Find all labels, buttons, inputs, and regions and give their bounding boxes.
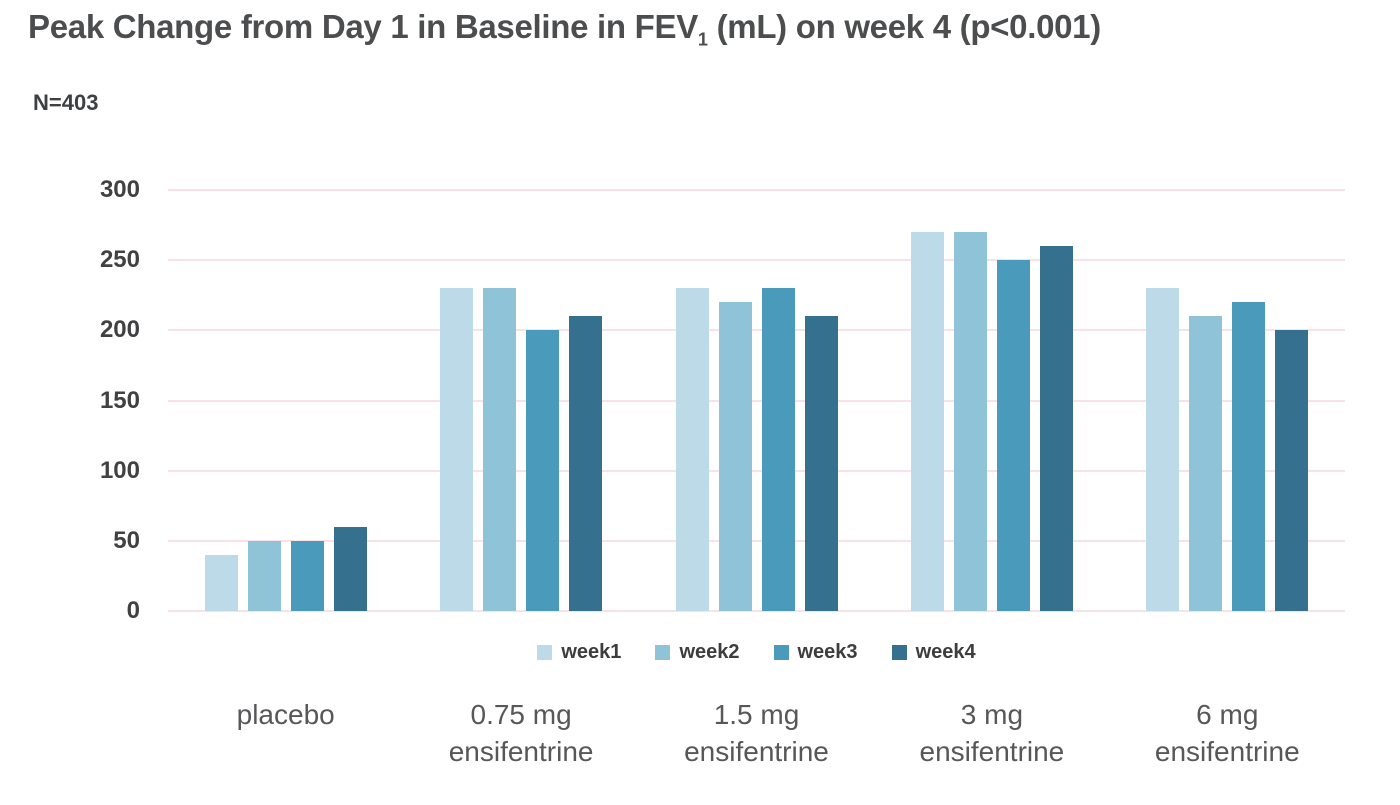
y-axis-tick-label: 300	[99, 176, 140, 203]
bar-3-mg-week3	[996, 260, 1030, 611]
bar-6-mg-week3	[1232, 302, 1266, 611]
legend-item-week3: week3	[773, 641, 858, 664]
x-axis-category-label: 3 mg ensifentrine	[919, 699, 1065, 767]
legend: week1 week2 week3 week4	[168, 641, 1345, 664]
legend-swatch-week1	[537, 645, 553, 660]
x-axis-category-label: placebo	[236, 699, 335, 730]
legend-label: week4	[915, 641, 976, 663]
gridline	[168, 610, 1345, 612]
bar-1.5-mg-week3	[761, 288, 795, 611]
bar-placebo-week1	[204, 554, 238, 611]
bar-3-mg-week2	[953, 232, 987, 611]
chart-title: Peak Change from Day 1 in Baseline in FE…	[28, 8, 1102, 49]
legend-swatch-week2	[655, 645, 671, 660]
gridline	[168, 329, 1345, 332]
y-axis-tick-label: 150	[99, 386, 140, 414]
bar-6-mg-week2	[1189, 316, 1223, 611]
chart-title-subscript: 1	[697, 29, 708, 50]
x-axis-category-label: 1.5 mg ensifentrine	[684, 699, 829, 767]
bar-placebo-week3	[290, 540, 324, 611]
legend-swatch-week3	[773, 645, 789, 660]
legend-swatch-week4	[891, 645, 907, 660]
y-axis-tick-label: 250	[99, 246, 140, 274]
gridline	[168, 189, 1345, 191]
y-axis-tick-label: 100	[99, 456, 140, 484]
chart-title-text: Peak Change from Day 1 in Baseline in FE…	[28, 8, 698, 45]
bar-0.75-mg-week2	[483, 288, 517, 611]
bar-3-mg-week1	[910, 232, 944, 611]
x-axis-category-label: 0.75 mg ensifentrine	[448, 699, 594, 767]
gridline	[168, 399, 1345, 402]
y-axis-tick-label: 50	[113, 526, 140, 554]
legend-label: week3	[797, 641, 858, 663]
gridline	[168, 469, 1345, 472]
x-axis-category-label: 6 mg ensifentrine	[1154, 699, 1300, 767]
y-axis-tick-label: 0	[126, 597, 140, 624]
gridline	[168, 259, 1345, 262]
bar-placebo-week2	[247, 540, 281, 611]
bar-placebo-week4	[333, 526, 367, 611]
bar-0.75-mg-week3	[526, 330, 560, 611]
sample-size-label: N=403	[33, 90, 99, 115]
legend-item-week2: week2	[655, 641, 740, 664]
legend-label: week1	[561, 641, 622, 663]
bar-1.5-mg-week4	[804, 316, 838, 611]
bar-0.75-mg-week1	[440, 288, 474, 611]
chart-title-suffix: (mL) on week 4 (p<0.001)	[707, 8, 1102, 45]
legend-item-week1: week1	[537, 641, 621, 664]
bar-0.75-mg-week4	[569, 316, 603, 611]
legend-label: week2	[679, 641, 740, 663]
legend-item-week4: week4	[891, 641, 976, 664]
gridline	[168, 539, 1345, 542]
bar-1.5-mg-week1	[675, 288, 709, 611]
bar-1.5-mg-week2	[718, 302, 752, 611]
y-axis-tick-label: 200	[99, 316, 140, 344]
bar-3-mg-week4	[1039, 246, 1073, 611]
bar-6-mg-week4	[1275, 330, 1309, 611]
bar-6-mg-week1	[1146, 288, 1180, 611]
